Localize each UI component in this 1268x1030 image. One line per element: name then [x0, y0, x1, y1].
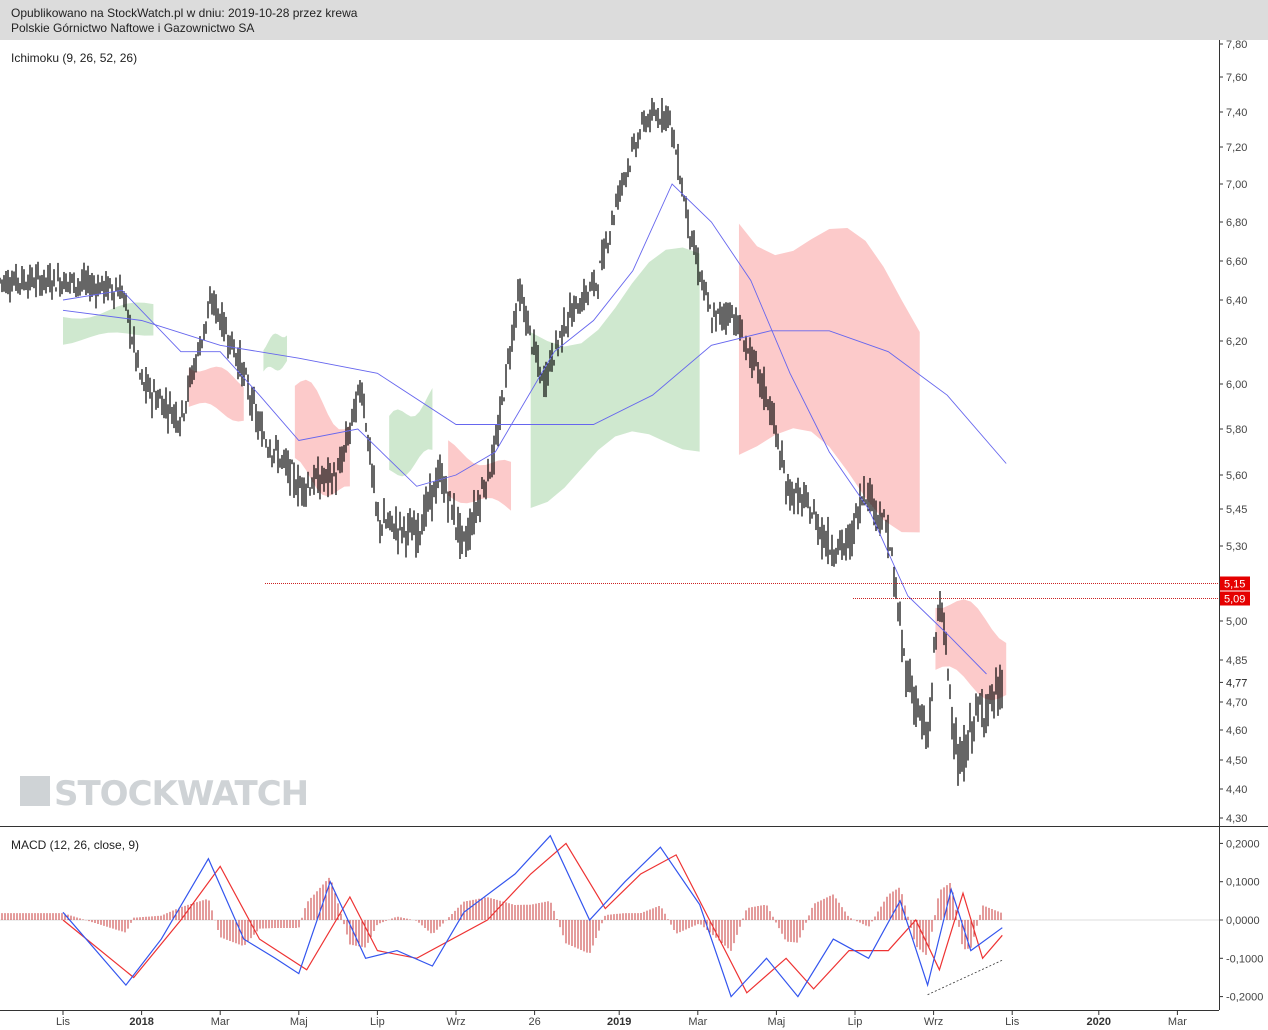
x-tick-label: Mar	[1168, 1016, 1187, 1028]
x-tick-label: Wrz	[446, 1016, 465, 1028]
macd-indicator-label: MACD (12, 26, close, 9)	[11, 838, 139, 852]
y-tick-label: 7,20	[1226, 142, 1247, 154]
x-tick-label: Wrz	[924, 1016, 943, 1028]
kumo-cloud-bear	[935, 599, 1007, 701]
macd-y-tick-label: -0,1000	[1226, 953, 1263, 965]
y-tick-label: 6,80	[1226, 217, 1247, 229]
divergence-line	[927, 959, 1003, 996]
kumo-cloud-bear	[448, 440, 512, 511]
y-tick-label: 4,70	[1226, 697, 1247, 709]
price-panel	[0, 97, 1219, 786]
x-tick-label: Maj	[290, 1016, 308, 1028]
kumo-cloud-bull	[530, 247, 700, 508]
level-label: 5,09	[1224, 594, 1245, 606]
y-tick-label: 5,60	[1226, 470, 1247, 482]
ichimoku-indicator-label: Ichimoku (9, 26, 52, 26)	[11, 51, 137, 65]
level-label-box	[1220, 591, 1250, 606]
kumo-cloud-bull	[63, 302, 154, 345]
y-tick-label: 5,30	[1226, 541, 1247, 553]
kumo-cloud-bear	[294, 379, 350, 497]
x-tick-label: Mar	[688, 1016, 707, 1028]
chart-header: Opublikowano na StockWatch.pl w dniu: 20…	[0, 0, 1268, 40]
x-tick-label: Mar	[211, 1016, 230, 1028]
mid-ma-line	[62, 183, 987, 675]
macd-y-tick-label: 0,1000	[1226, 877, 1260, 889]
x-tick-label: Lis	[56, 1016, 71, 1028]
y-tick-label: 5,80	[1226, 424, 1247, 436]
y-tick-label: 4,60	[1226, 725, 1247, 737]
watermark-text: STOCKWATCH	[54, 774, 308, 814]
x-tick-label: Lip	[848, 1016, 863, 1028]
long-ma-line	[62, 309, 1007, 464]
kumo-cloud-bear	[738, 223, 920, 533]
kumo-cloud-bear	[188, 366, 244, 422]
x-tick-label: 2019	[607, 1016, 631, 1028]
y-tick-label: 4,30	[1226, 813, 1247, 825]
x-tick-label: 2018	[129, 1016, 153, 1028]
y-tick-label: 4,40	[1226, 784, 1247, 796]
axes: 7,80 7,60 7,40 7,20 7,00 6,80 6,60 6,40 6,20 6,00…	[0, 39, 1268, 1028]
y-tick-label: 6,60	[1226, 256, 1247, 268]
y-tick-label: 7,00	[1226, 179, 1247, 191]
level-label-box	[1220, 576, 1250, 591]
y-tick-label: 5,00	[1226, 616, 1247, 628]
macd-panel	[0, 834, 1219, 998]
level-label: 5,15	[1224, 579, 1245, 591]
y-tick-label: 7,80	[1226, 39, 1247, 51]
instrument-name: Polskie Górnictwo Naftowe i Gazownictwo …	[11, 21, 255, 35]
macd-line	[62, 834, 1003, 998]
watermark-logo-icon	[20, 776, 50, 806]
y-tick-label: 6,40	[1226, 295, 1247, 307]
y-tick-label: 7,40	[1226, 107, 1247, 119]
y-tick-label: 7,60	[1226, 72, 1247, 84]
y-tick-label: 6,00	[1226, 379, 1247, 391]
x-tick-label: 26	[528, 1016, 540, 1028]
kumo-cloud-bull	[389, 388, 433, 477]
macd-histogram	[1, 877, 1002, 955]
y-tick-label: 5,45	[1226, 504, 1247, 516]
x-tick-label: Lis	[1005, 1016, 1020, 1028]
signal-line	[62, 842, 1003, 994]
macd-y-tick-label: -0,2000	[1226, 992, 1263, 1004]
macd-y-tick-label: 0,2000	[1226, 838, 1260, 850]
macd-y-tick-label: 0,0000	[1226, 915, 1260, 927]
x-tick-label: 2020	[1087, 1016, 1111, 1028]
x-tick-label: Maj	[768, 1016, 786, 1028]
current-price-label: 4,77	[1226, 677, 1247, 689]
published-info: Opublikowano na StockWatch.pl w dniu: 20…	[11, 6, 358, 20]
watermark: STOCKWATCH	[20, 774, 309, 814]
kumo-cloud-bull	[263, 333, 288, 372]
y-tick-label: 4,85	[1226, 655, 1247, 667]
x-tick-label: Lip	[370, 1016, 385, 1028]
candles	[0, 97, 1003, 786]
y-tick-label: 6,20	[1226, 336, 1247, 348]
y-tick-label: 4,50	[1226, 755, 1247, 767]
